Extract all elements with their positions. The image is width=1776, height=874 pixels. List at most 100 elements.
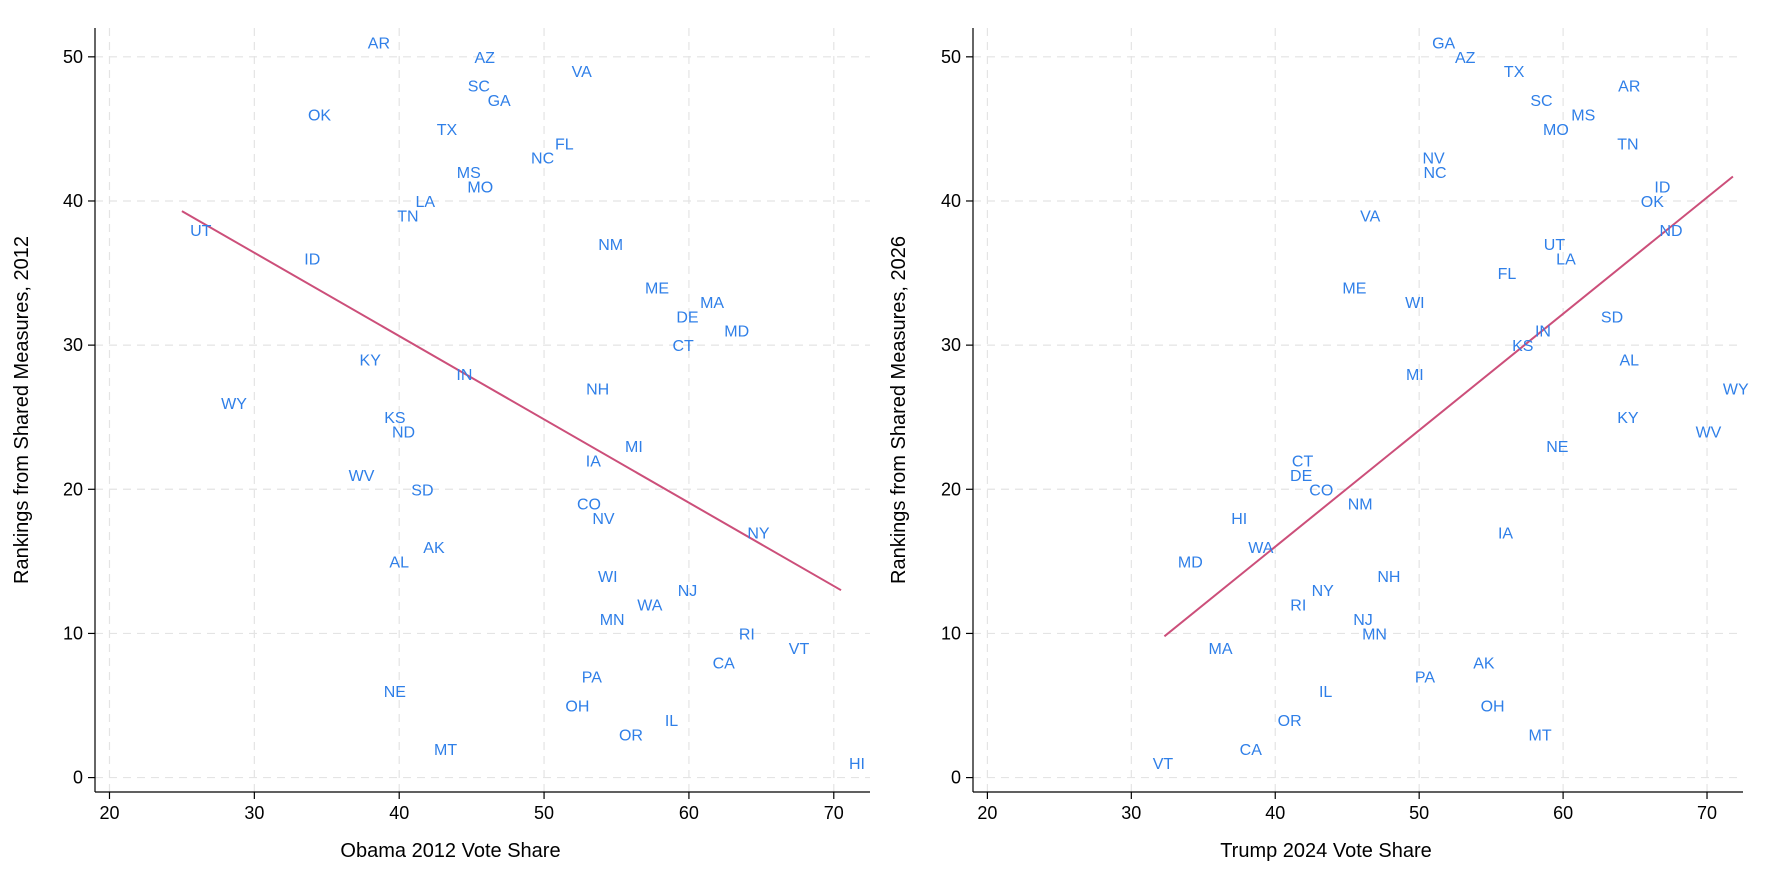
x-tick-label: 50	[534, 803, 554, 823]
point-label-az: AZ	[474, 50, 495, 67]
point-label-ks: KS	[1512, 338, 1533, 355]
y-tick-label: 10	[63, 623, 83, 643]
point-label-oh: OH	[565, 699, 589, 716]
point-label-nc: NC	[531, 151, 554, 168]
point-label-ct: CT	[1292, 453, 1314, 470]
point-label-ct: CT	[672, 338, 694, 355]
point-label-ms: MS	[457, 165, 481, 182]
point-label-me: ME	[1342, 280, 1366, 297]
x-tick-label: 70	[1697, 803, 1717, 823]
point-label-nv: NV	[592, 511, 615, 528]
point-label-wi: WI	[1405, 295, 1425, 312]
point-label-sc: SC	[468, 79, 490, 96]
point-label-va: VA	[572, 64, 592, 81]
point-label-mt: MT	[1529, 727, 1552, 744]
point-label-nm: NM	[598, 237, 623, 254]
point-label-nv: NV	[1422, 151, 1445, 168]
point-label-ia: IA	[586, 453, 601, 470]
point-label-ky: KY	[360, 353, 382, 370]
x-tick-label: 60	[679, 803, 699, 823]
point-label-va: VA	[1360, 208, 1380, 225]
point-label-wv: WV	[349, 468, 375, 485]
point-label-al: AL	[1620, 353, 1640, 370]
y-tick-label: 40	[63, 191, 83, 211]
point-label-ak: AK	[423, 540, 445, 557]
y-axis-title: Rankings from Shared Measures, 2026	[888, 236, 910, 584]
x-tick-label: 40	[389, 803, 409, 823]
point-label-me: ME	[645, 280, 669, 297]
y-tick-label: 30	[941, 335, 961, 355]
point-label-mi: MI	[625, 439, 643, 456]
point-label-vt: VT	[1153, 756, 1174, 773]
point-label-de: DE	[676, 309, 698, 326]
y-tick-label: 10	[941, 623, 961, 643]
point-label-ma: MA	[700, 295, 724, 312]
y-tick-label: 40	[941, 191, 961, 211]
point-label-in: IN	[1535, 324, 1551, 341]
y-tick-label: 0	[951, 768, 961, 788]
y-tick-label: 50	[941, 47, 961, 67]
point-label-de: DE	[1290, 468, 1312, 485]
point-label-ky: KY	[1617, 410, 1639, 427]
point-label-ar: AR	[1618, 79, 1640, 96]
y-axis-title: Rankings from Shared Measures, 2012	[11, 236, 33, 584]
point-label-ak: AK	[1473, 655, 1495, 672]
point-label-ri: RI	[739, 626, 755, 643]
point-label-nd: ND	[392, 425, 415, 442]
point-label-id: ID	[1654, 180, 1670, 197]
point-label-mo: MO	[467, 180, 493, 197]
point-label-pa: PA	[1415, 670, 1435, 687]
point-label-ks: KS	[384, 410, 405, 427]
point-label-al: AL	[389, 554, 409, 571]
point-label-ga: GA	[1432, 35, 1455, 52]
x-tick-label: 20	[977, 803, 997, 823]
point-label-mn: MN	[1362, 626, 1387, 643]
point-label-az: AZ	[1455, 50, 1476, 67]
point-label-mt: MT	[434, 742, 457, 759]
point-label-id: ID	[304, 252, 320, 269]
y-tick-label: 30	[63, 335, 83, 355]
x-tick-label: 60	[1553, 803, 1573, 823]
x-axis-title: Obama 2012 Vote Share	[340, 840, 560, 862]
point-label-md: MD	[724, 324, 749, 341]
point-label-ny: NY	[1312, 583, 1335, 600]
point-label-nc: NC	[1423, 165, 1446, 182]
point-label-ms: MS	[1571, 107, 1595, 124]
fit-line	[1163, 175, 1734, 638]
point-label-hi: HI	[849, 756, 865, 773]
y-tick-label: 20	[63, 479, 83, 499]
point-label-ne: NE	[1546, 439, 1568, 456]
point-label-nh: NH	[1377, 569, 1400, 586]
point-label-nh: NH	[586, 381, 609, 398]
point-label-ga: GA	[488, 93, 511, 110]
point-label-or: OR	[1278, 713, 1302, 730]
x-axis-title: Trump 2024 Vote Share	[1220, 840, 1432, 862]
point-label-sd: SD	[411, 482, 433, 499]
x-tick-label: 50	[1409, 803, 1429, 823]
point-label-in: IN	[456, 367, 472, 384]
point-label-oh: OH	[1481, 699, 1505, 716]
x-tick-label: 30	[244, 803, 264, 823]
point-label-il: IL	[1319, 684, 1332, 701]
point-label-la: LA	[1556, 252, 1576, 269]
point-label-mi: MI	[1406, 367, 1424, 384]
point-label-ca: CA	[713, 655, 736, 672]
point-label-mo: MO	[1543, 122, 1569, 139]
x-tick-label: 70	[824, 803, 844, 823]
point-label-il: IL	[665, 713, 678, 730]
point-label-sc: SC	[1530, 93, 1552, 110]
point-label-ri: RI	[1290, 598, 1306, 615]
point-label-mn: MN	[600, 612, 625, 629]
point-label-tx: TX	[437, 122, 458, 139]
point-label-fl: FL	[1498, 266, 1517, 283]
point-label-fl: FL	[555, 136, 574, 153]
point-label-wi: WI	[598, 569, 618, 586]
point-label-wa: WA	[1248, 540, 1274, 557]
point-label-nm: NM	[1348, 497, 1373, 514]
x-tick-label: 30	[1121, 803, 1141, 823]
point-label-hi: HI	[1231, 511, 1247, 528]
point-label-ok: OK	[1641, 194, 1664, 211]
y-tick-label: 50	[63, 47, 83, 67]
point-label-ne: NE	[384, 684, 406, 701]
